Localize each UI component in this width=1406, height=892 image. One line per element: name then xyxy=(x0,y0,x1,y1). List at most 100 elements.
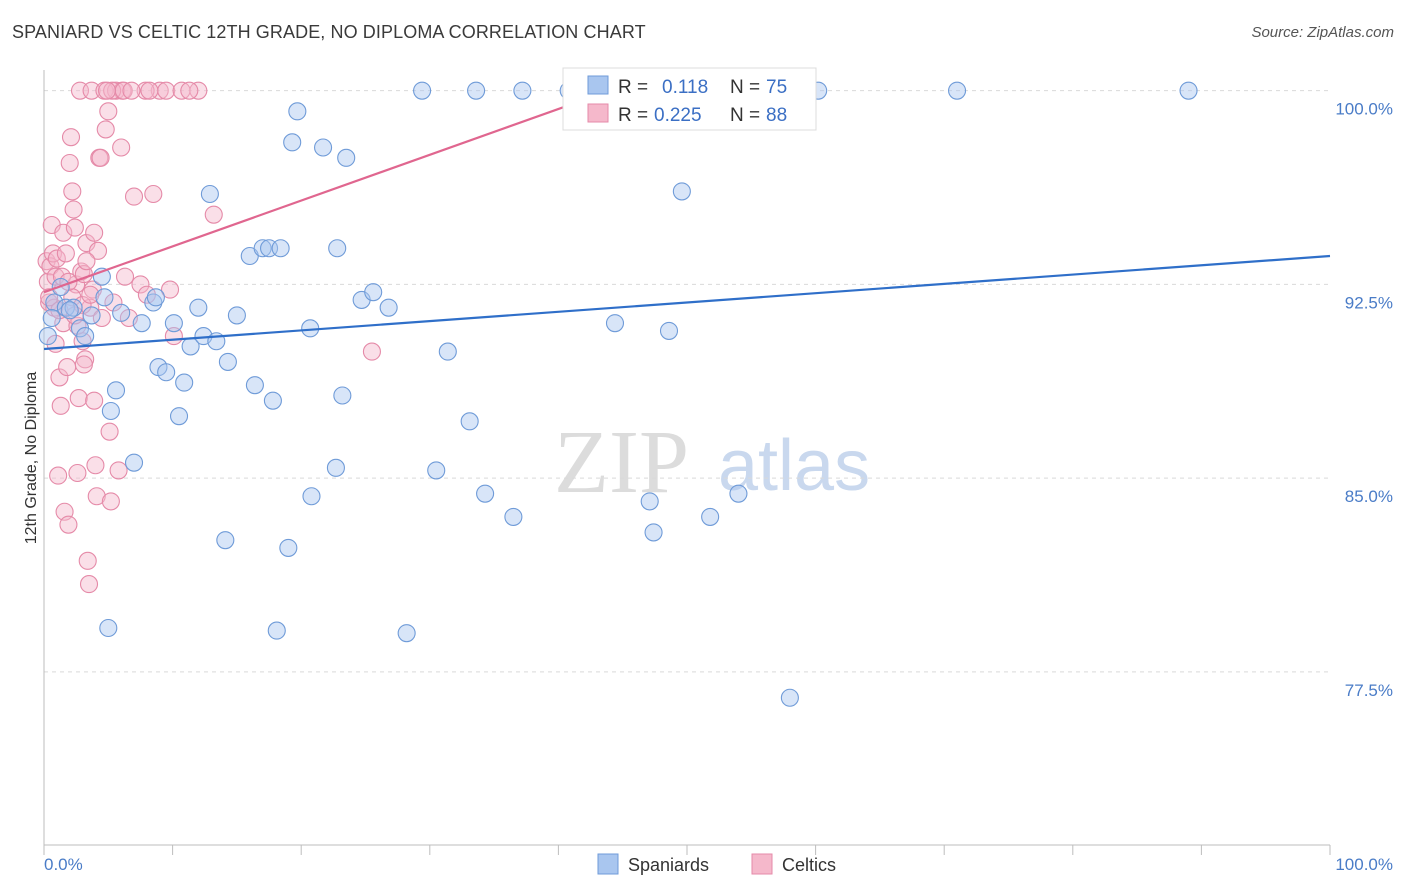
celtics-point xyxy=(79,575,99,594)
celtics-point xyxy=(124,187,144,206)
celtics-point xyxy=(131,275,150,294)
stats-legend: R = 0.118 N = 75 R = 0.225 N = 88 xyxy=(562,67,817,131)
celtics-point xyxy=(50,368,69,387)
bottom-legend-swatch-celtics[interactable] xyxy=(751,853,773,875)
celtics-point xyxy=(112,138,131,157)
spaniards-point xyxy=(467,81,486,100)
celtics-point xyxy=(157,81,176,100)
celtics-point xyxy=(64,200,83,219)
celtics-point xyxy=(61,128,81,147)
celtics-point xyxy=(77,252,96,271)
celtics-point xyxy=(92,308,111,328)
spaniards-point xyxy=(169,407,189,426)
legend-swatch-celtics xyxy=(587,103,609,123)
spaniards-point xyxy=(729,484,748,503)
y-tick-label: 77.5% xyxy=(1345,681,1393,700)
celtics-point xyxy=(88,241,108,260)
spaniards-point xyxy=(95,288,114,307)
spaniards-point xyxy=(413,81,432,100)
spaniards-point xyxy=(460,412,479,431)
celtics-point xyxy=(82,81,101,100)
celtics-point xyxy=(85,391,104,410)
spaniards-point xyxy=(302,487,321,506)
legend-n-celtics: 88 xyxy=(766,105,787,126)
spaniards-point xyxy=(314,138,333,157)
celtics-point xyxy=(68,463,87,483)
spaniards-point xyxy=(263,391,282,410)
celtics-point xyxy=(49,466,68,485)
celtics-point xyxy=(140,81,159,100)
spaniards-point xyxy=(513,81,532,100)
celtics-point xyxy=(160,280,180,299)
x-tick-label-max: 100.0% xyxy=(1335,855,1393,874)
y-tick-label: 100.0% xyxy=(1335,100,1393,119)
spaniards-point xyxy=(124,453,144,472)
spaniards-point xyxy=(218,352,237,371)
y-tick-labels: 100.0% 92.5% 85.0% 77.5% xyxy=(1335,100,1393,700)
spaniards-point xyxy=(337,148,356,167)
celtics-point xyxy=(69,389,88,408)
spaniards-point xyxy=(271,239,290,258)
celtics-point xyxy=(59,515,78,534)
celtics-point xyxy=(47,249,66,268)
spaniards-point xyxy=(397,624,416,643)
bottom-legend-swatch-spaniards[interactable] xyxy=(597,853,619,875)
bottom-legend-label-spaniards[interactable]: Spaniards xyxy=(628,855,709,875)
spaniards-trend-line xyxy=(43,254,1331,351)
watermark-atlas: atlas xyxy=(718,426,870,506)
legend-n-label-spaniards: N = xyxy=(730,77,760,98)
y-axis-title: 12th Grade, No Diploma xyxy=(23,372,40,545)
spaniards-point xyxy=(157,363,176,382)
spaniards-point xyxy=(364,283,383,302)
celtics-point xyxy=(96,120,115,139)
celtics-point xyxy=(40,293,59,312)
spaniards-point xyxy=(101,401,120,421)
spaniards-point xyxy=(253,239,272,258)
source-credit: Source: ZipAtlas.com xyxy=(1251,24,1394,41)
celtics-point xyxy=(40,288,59,307)
spaniards-point xyxy=(106,381,126,400)
spaniards-point xyxy=(640,492,659,511)
legend-r-celtics: 0.225 xyxy=(654,105,702,126)
y-tick-label: 85.0% xyxy=(1345,487,1393,506)
spaniards-point xyxy=(605,314,625,333)
spaniards-point xyxy=(112,303,131,322)
spaniards-point xyxy=(1179,81,1198,100)
spaniards-point xyxy=(333,386,352,405)
celtics-point xyxy=(56,244,75,263)
spaniards-point xyxy=(780,688,799,707)
celtics-point xyxy=(58,358,77,377)
spaniards-point xyxy=(328,239,347,258)
trend-lines xyxy=(43,89,1331,351)
spaniards-point xyxy=(164,314,183,333)
spaniards-point xyxy=(283,133,302,152)
celtics-trend-line xyxy=(43,89,611,294)
spaniards-point xyxy=(189,298,208,317)
spaniards-point xyxy=(76,327,95,346)
celtics-point xyxy=(101,492,120,511)
watermark-zip: ZIP xyxy=(554,413,689,512)
celtics-point xyxy=(144,184,163,204)
spaniards-point xyxy=(948,81,967,100)
celtics-point xyxy=(54,223,73,242)
celtics-point xyxy=(51,396,70,415)
celtics-point xyxy=(150,81,169,100)
spaniards-point xyxy=(42,308,61,328)
spaniards-point xyxy=(99,618,118,638)
spaniards-point xyxy=(427,461,446,480)
legend-swatch-spaniards xyxy=(587,75,609,95)
celtics-point xyxy=(63,182,82,201)
bottom-legend-label-celtics[interactable]: Celtics xyxy=(782,855,836,875)
spaniards-point xyxy=(672,182,691,201)
celtics-point xyxy=(87,487,106,506)
legend-r-spaniards: 0.118 xyxy=(662,77,708,98)
celtics-point xyxy=(68,316,87,335)
celtics-point xyxy=(65,218,84,237)
celtics-point xyxy=(180,81,199,100)
spaniards-point xyxy=(146,288,165,307)
celtics-point xyxy=(104,293,123,312)
spaniards-point xyxy=(245,376,264,395)
spaniards-point xyxy=(701,507,720,526)
celtics-point xyxy=(74,355,93,374)
